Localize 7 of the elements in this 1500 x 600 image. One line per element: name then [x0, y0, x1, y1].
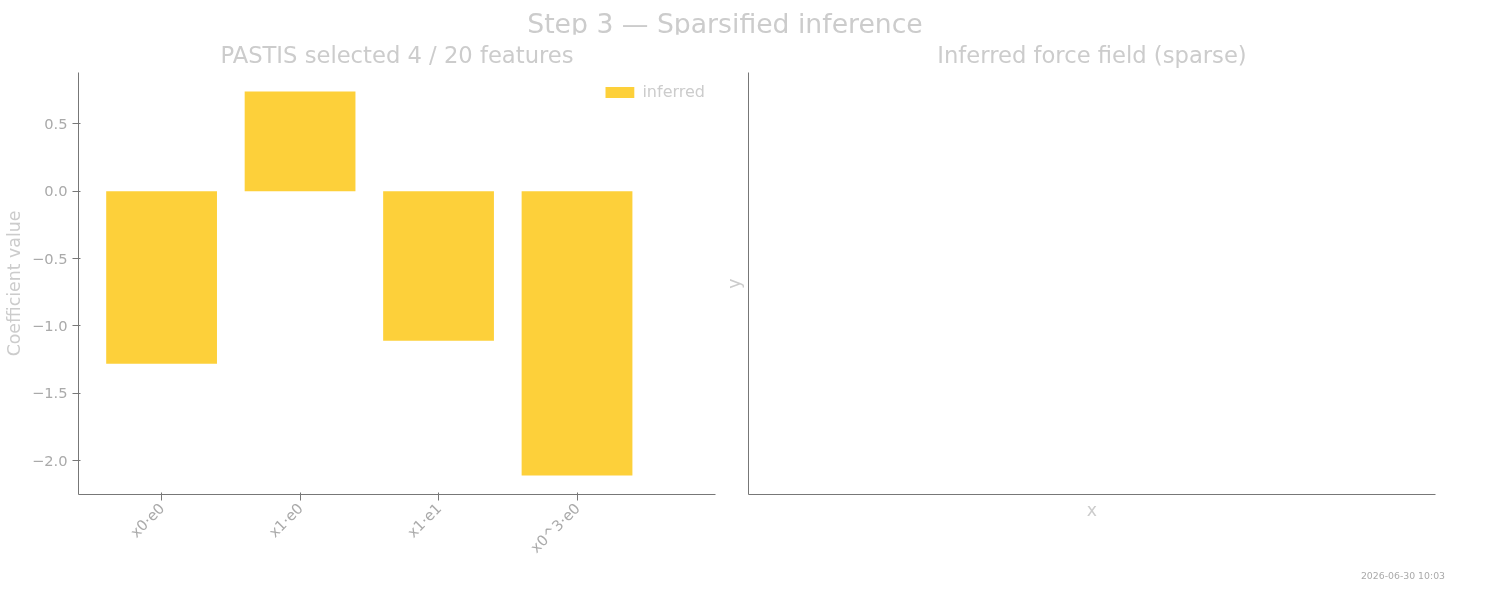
- text: 2026-06-30 10:03: [1360, 569, 1445, 583]
- y-tick-label: −1.5: [31, 384, 68, 402]
- y-tick-label: 0.0: [44, 182, 68, 200]
- y-tick-label: −0.5: [31, 249, 68, 267]
- y-tick-label: −2.0: [31, 451, 68, 469]
- y-tick-label: −1.0: [31, 316, 68, 334]
- y-tick-label: 0.5: [44, 114, 68, 132]
